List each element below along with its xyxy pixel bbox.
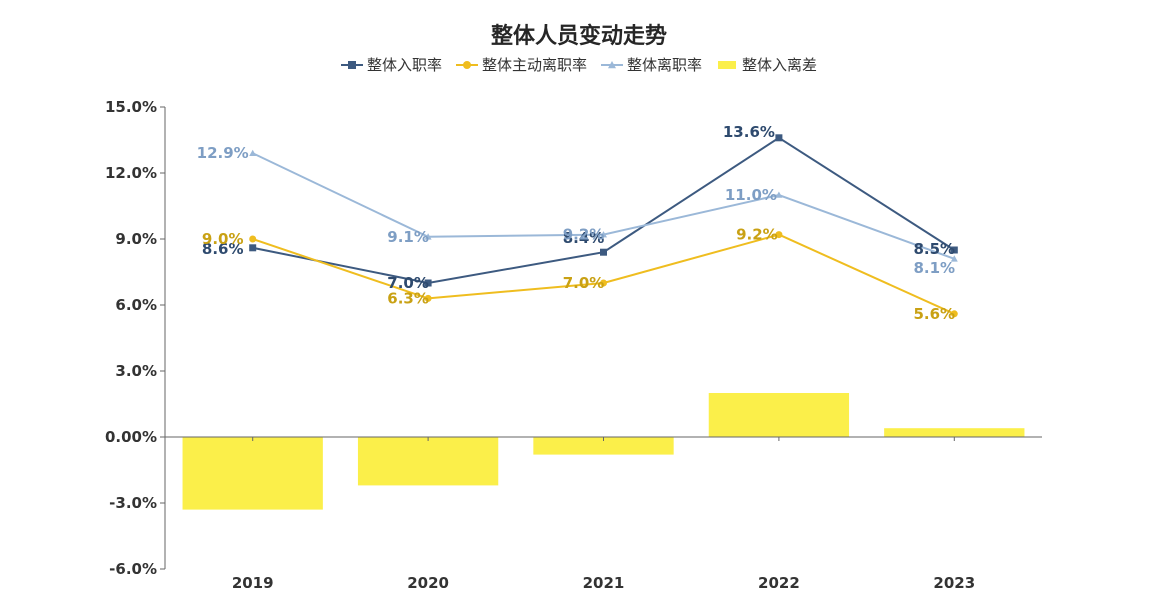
marker [600,231,607,238]
data-label: 9.0% [202,230,244,248]
legend-label: 整体入离差 [742,56,818,74]
y-tick-label: 15.0% [105,98,157,116]
legend-item: 整体离职率 [601,54,702,75]
data-label: 8.1% [913,259,955,277]
legend-label: 整体离职率 [627,56,703,74]
bar [884,428,1025,437]
marker [462,60,471,69]
legend-swatch [601,60,623,68]
x-tick-label: 2019 [232,574,274,592]
y-tick-label: 0.00% [105,428,157,446]
y-tick-label: 3.0% [115,362,157,380]
marker [775,231,783,239]
legend-item: 整体入职率 [340,54,442,75]
bar [357,437,499,486]
marker [775,134,783,142]
marker [950,246,958,254]
bar [708,393,850,437]
data-label: 8.4% [563,229,605,247]
data-label: 6.3% [387,289,429,307]
legend-swatch [340,60,363,69]
data-label: 13.6% [723,123,775,141]
y-tick-label: 12.0% [105,164,157,182]
data-label: 8.5% [913,240,955,258]
data-label: 9.2% [736,226,778,244]
y-tick-label: 6.0% [115,296,157,314]
data-label: 11.0% [725,186,777,204]
y-tick-label: 9.0% [115,230,157,248]
legend-label: 整体入职率 [366,56,442,74]
marker [249,149,257,156]
x-tick-label: 2020 [407,574,449,592]
data-label: 5.6% [913,305,955,323]
marker [424,233,432,240]
marker [950,255,958,262]
marker [775,191,783,198]
marker [424,294,432,302]
bar [182,437,323,510]
marker [600,279,607,287]
y-tick-label: -6.0% [109,560,157,578]
data-label: 9.1% [387,228,429,246]
marker [424,279,432,287]
data-label: 8.6% [202,240,244,258]
x-tick-label: 2022 [758,574,800,592]
y-tick-label: -3.0% [109,494,157,512]
marker [608,60,616,68]
marker [249,244,257,252]
marker [950,310,958,318]
legend: 整体入职率 整体主动离职率 整体离职率 整体入离差 [0,54,1158,75]
legend-label: 整体主动离职率 [481,56,587,74]
marker [347,60,356,69]
x-tick-label: 2021 [583,574,625,592]
series-line [252,136,955,285]
data-label: 7.0% [387,274,429,292]
legend-item: 整体入离差 [716,54,817,75]
marker [249,235,257,243]
data-label: 9.2% [563,226,605,244]
chart-title: 整体人员变动走势 [490,24,667,49]
marker [600,248,607,256]
data-label: 7.0% [563,274,605,292]
bar [533,437,674,455]
legend-swatch [455,60,478,69]
data-label: 12.9% [197,144,249,162]
legend-swatch [718,60,737,69]
x-tick-label: 2023 [933,574,975,592]
legend-item: 整体主动离职率 [455,54,587,75]
